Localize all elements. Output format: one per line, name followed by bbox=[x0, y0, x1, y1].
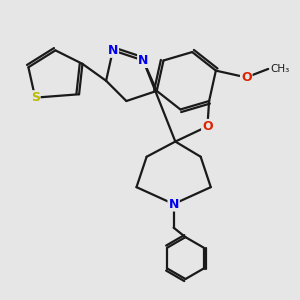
Text: N: N bbox=[108, 44, 118, 57]
Text: N: N bbox=[138, 54, 148, 67]
Text: N: N bbox=[169, 197, 179, 211]
Text: S: S bbox=[31, 91, 40, 104]
Text: O: O bbox=[241, 71, 252, 84]
Text: CH₃: CH₃ bbox=[270, 64, 289, 74]
Text: O: O bbox=[202, 120, 213, 133]
